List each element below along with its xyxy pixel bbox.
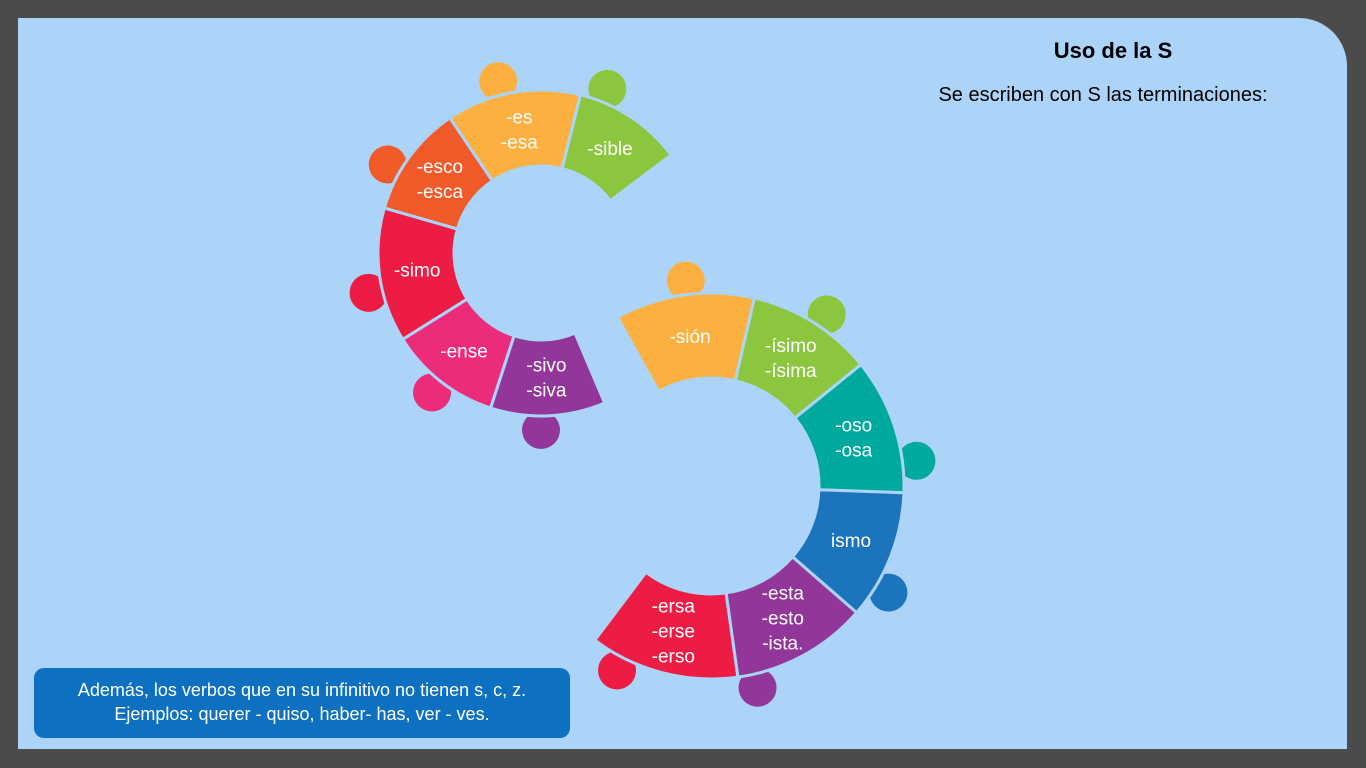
puzzle-piece-sible: -sible — [560, 69, 674, 203]
puzzle-piece-label: -ísima — [765, 361, 817, 382]
puzzle-piece-label: -esco — [417, 157, 463, 178]
puzzle-knob — [479, 62, 518, 101]
puzzle-piece-label: -sivo — [526, 355, 566, 376]
puzzle-piece-label: -sión — [669, 327, 710, 348]
puzzle-knob — [588, 69, 627, 108]
puzzle-knob — [522, 411, 560, 449]
puzzle-piece-label: -siva — [526, 380, 567, 401]
puzzle-piece-label: -esca — [417, 182, 464, 203]
puzzle-piece-es: -es -esa — [447, 62, 583, 183]
puzzle-piece-label: -sible — [587, 139, 632, 160]
puzzle-piece-label: -ista. — [762, 633, 803, 654]
note-line-2: Ejemplos: querer - quiso, haber- has, ve… — [114, 704, 490, 724]
puzzle-piece-shape — [488, 331, 607, 418]
puzzle-piece-oso: -oso -osa — [792, 362, 936, 495]
slide-title: Uso de la S — [1053, 38, 1173, 63]
puzzle-piece-label: -erso — [652, 647, 695, 668]
puzzle-piece-simo: -simo — [349, 206, 470, 342]
note-line-1: Además, los verbos que en su infinitivo … — [77, 680, 527, 700]
puzzle-piece-label: -ersa — [652, 597, 696, 618]
puzzle-piece-label: -esa — [501, 132, 538, 153]
puzzle-piece-shape — [592, 570, 740, 681]
puzzle-piece-ersa: -ersa -erse -erso — [592, 570, 740, 690]
slide-subtitle: Se escriben con S las terminaciones: — [938, 84, 1268, 106]
puzzle-s-diagram: -sible-es-esa-esco-esca-simo-ense-sivo-s… — [349, 62, 936, 707]
puzzle-piece-label: -ísimo — [765, 336, 817, 357]
puzzle-piece-label: -ense — [440, 342, 488, 363]
puzzle-knob — [666, 261, 705, 300]
puzzle-piece-isimo: -ísimo -ísima — [733, 295, 864, 421]
slide: -sible -es -esa -esco -esca -simo -ense -sivo -s… — [18, 18, 1347, 749]
puzzle-piece-label: -oso — [835, 416, 872, 437]
puzzle-knob — [349, 273, 388, 312]
puzzle-piece-label: -osa — [835, 441, 872, 462]
note-box: Además, los verbos que en su infinitivo … — [34, 668, 570, 738]
puzzle-piece-label: ismo — [831, 531, 871, 552]
puzzle-piece-sivo: -sivo -siva — [488, 331, 607, 449]
puzzle-piece-label: -esto — [762, 608, 804, 629]
puzzle-piece-label: -es — [506, 107, 532, 128]
puzzle-piece-label: -simo — [394, 260, 440, 281]
puzzle-knob — [738, 668, 777, 707]
puzzle-piece-label: -esta — [762, 583, 805, 604]
puzzle-piece-sion: -sión — [615, 261, 757, 394]
puzzle-piece-label: -erse — [652, 622, 695, 643]
puzzle-knob — [897, 441, 936, 480]
